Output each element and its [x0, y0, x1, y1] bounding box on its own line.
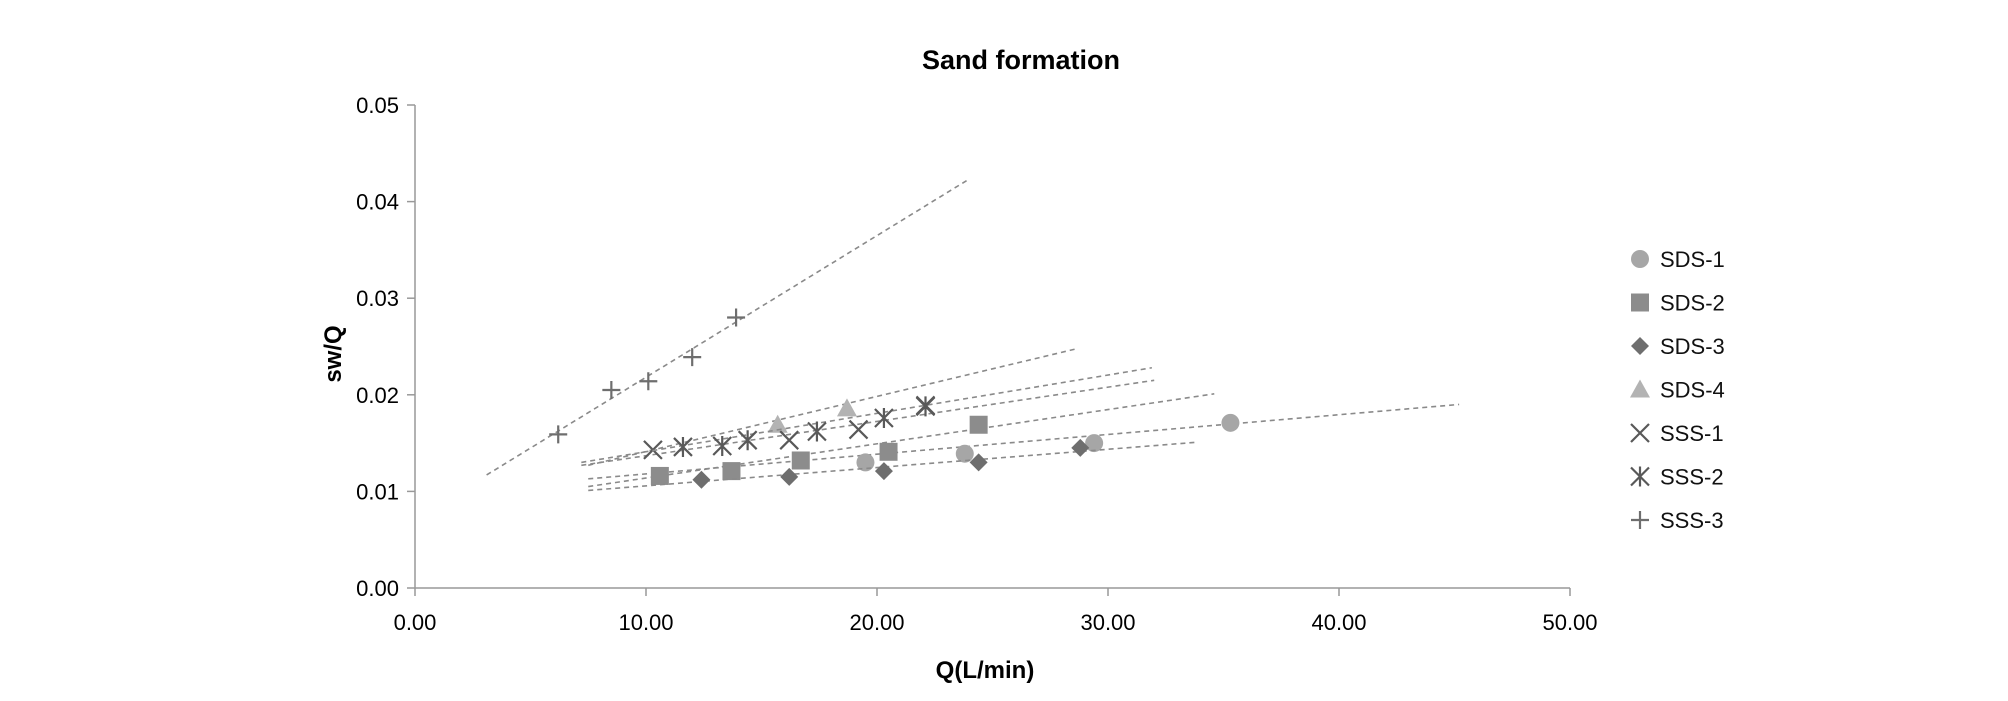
data-point	[874, 407, 894, 428]
legend-item: SDS-4	[1630, 378, 1725, 403]
x-axis: 0.00 10.00 20.00 30.00 40.00 50.00	[394, 587, 1598, 635]
data-point	[692, 470, 711, 489]
legend-marker	[1630, 423, 1650, 443]
data-point	[683, 348, 702, 367]
legend-label: SSS-3	[1660, 508, 1724, 533]
data-point	[673, 436, 693, 457]
series-sds-3	[588, 438, 1199, 492]
data-point	[639, 372, 658, 391]
x-tick-label: 10.00	[618, 610, 673, 635]
data-point	[1071, 438, 1090, 457]
series-sss-2	[581, 366, 1153, 464]
series-sss-3	[486, 179, 968, 476]
y-tick-label: 0.05	[356, 93, 399, 118]
y-tick-label: 0.01	[356, 479, 399, 504]
legend-marker	[1630, 379, 1650, 398]
y-tick-label: 0.03	[356, 286, 399, 311]
data-point	[767, 414, 788, 433]
data-point	[856, 453, 875, 472]
x-tick-label: 50.00	[1542, 610, 1597, 635]
legend-label: SDS-1	[1660, 247, 1725, 272]
data-point	[712, 435, 733, 456]
y-tick-label: 0.04	[356, 190, 399, 215]
x-tick-label: 20.00	[849, 610, 904, 635]
legend-label: SDS-2	[1660, 291, 1725, 316]
data-point	[791, 451, 810, 470]
data-point	[1221, 413, 1240, 432]
trendline	[581, 379, 1155, 467]
data-point	[722, 462, 741, 481]
legend-marker	[1631, 337, 1649, 355]
legend-label: SDS-3	[1660, 334, 1725, 359]
data-point	[779, 430, 799, 450]
legend-item: SSS-3	[1631, 508, 1724, 533]
data-point	[737, 430, 758, 451]
legend-item: SSS-1	[1630, 421, 1724, 446]
legend-marker	[1631, 293, 1649, 312]
legend-item: SDS-2	[1631, 291, 1725, 316]
y-tick-label: 0.00	[356, 576, 399, 601]
trendline	[486, 179, 968, 476]
data-point	[780, 467, 799, 486]
data-point	[836, 398, 857, 417]
plot-area	[486, 179, 1460, 492]
legend-marker	[1631, 250, 1649, 268]
legend-marker	[1631, 511, 1649, 529]
legend-label: SSS-1	[1660, 421, 1724, 446]
legend-item: SDS-3	[1631, 334, 1725, 359]
x-tick-label: 40.00	[1311, 610, 1366, 635]
data-point	[969, 453, 988, 472]
legend-item: SDS-1	[1631, 247, 1725, 272]
legend-marker	[1630, 466, 1650, 487]
trendline	[588, 393, 1215, 488]
x-tick-label: 0.00	[394, 610, 437, 635]
y-axis-title: sw/Q	[320, 325, 347, 382]
legend: SDS-1 SDS-2 SDS-3 SDS-4 SSS-1 SSS-2 SSS-3	[1630, 247, 1725, 533]
trendline	[581, 366, 1153, 464]
chart-title: Sand formation	[922, 45, 1120, 75]
data-point	[848, 419, 869, 440]
data-point	[807, 421, 827, 442]
series-sds-2	[588, 393, 1215, 488]
trendline	[588, 441, 1199, 492]
data-point	[879, 442, 898, 461]
y-tick-label: 0.02	[356, 383, 399, 408]
x-axis-title: Q(L/min)	[936, 657, 1035, 684]
data-point	[874, 462, 893, 481]
data-point	[969, 415, 988, 434]
legend-label: SDS-4	[1660, 378, 1725, 403]
x-tick-label: 30.00	[1080, 610, 1135, 635]
data-point	[650, 466, 669, 485]
legend-item: SSS-2	[1630, 465, 1724, 490]
data-point	[955, 444, 974, 463]
data-point	[602, 380, 621, 399]
trendline	[588, 347, 1079, 467]
data-point	[1085, 434, 1104, 453]
series-sds-4	[588, 347, 1079, 467]
legend-label: SSS-2	[1660, 465, 1724, 490]
data-point	[549, 425, 568, 444]
data-point	[915, 396, 936, 417]
y-axis: 0.00 0.01 0.02 0.03 0.04 0.05	[356, 93, 416, 601]
data-point	[727, 308, 746, 327]
